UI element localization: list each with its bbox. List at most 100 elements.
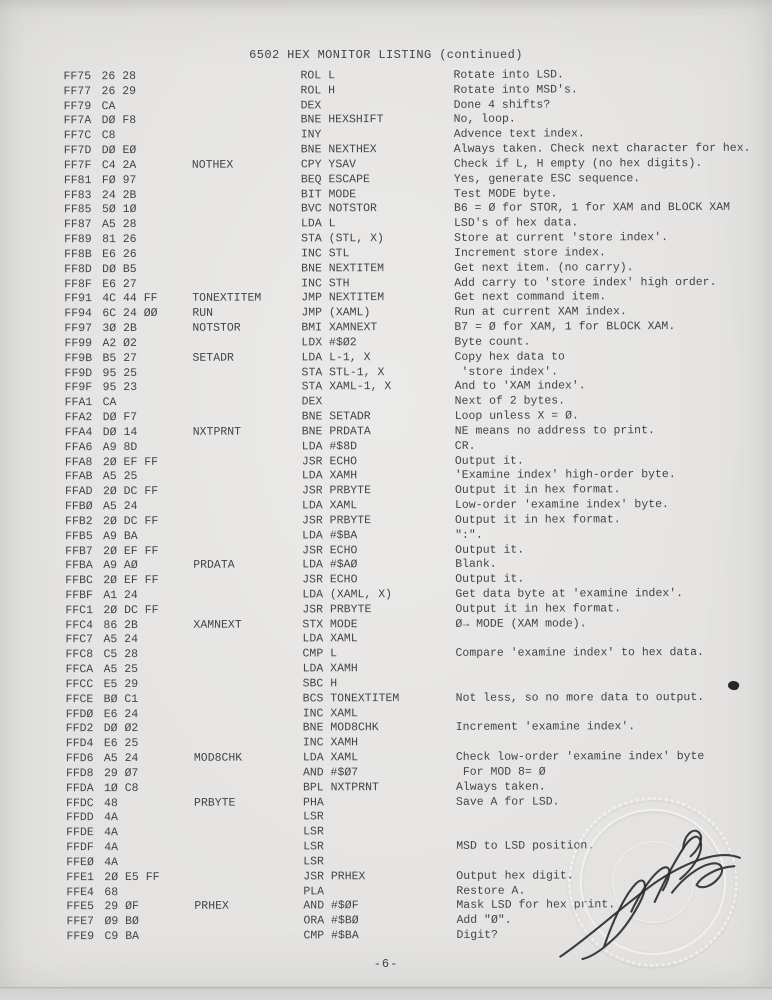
instruction-cell: JSR ECHO (301, 454, 358, 468)
address-cell: FFA6 (64, 440, 93, 454)
address-cell: FFB7 (65, 544, 93, 558)
comment-cell: B7 = Ø for XAM, 1 for BLOCK XAM. (454, 320, 676, 334)
bytes-cell: 26 28 (101, 69, 137, 84)
instruction-cell: LDA (XAML, X) (302, 588, 393, 602)
bytes-cell: 2Ø DC FF (103, 514, 159, 528)
bytes-cell: Ø9 BØ (104, 915, 139, 929)
comment-cell: Get next command item. (454, 290, 607, 305)
instruction-cell: JSR PRBYTE (302, 602, 372, 617)
comment-cell: For MOD 8= Ø (455, 765, 546, 779)
bytes-cell: E6 25 (103, 737, 139, 751)
address-cell: FFA4 (64, 426, 93, 440)
bytes-cell: 4A (104, 855, 119, 869)
address-cell: FFE4 (66, 885, 94, 899)
bytes-cell: A5 25 (102, 470, 138, 484)
instruction-cell: INC STL (301, 247, 350, 261)
address-cell: FFD6 (65, 752, 94, 766)
address-cell: FF9B (64, 351, 93, 365)
bytes-cell: 29 ØF (104, 900, 139, 914)
address-cell: FFDD (66, 811, 94, 825)
page-title: 6502 HEX MONITOR LISTING (continued) (249, 48, 523, 62)
bytes-cell: 4A (104, 826, 118, 840)
instruction-cell: JSR PRBYTE (302, 513, 372, 528)
instruction-cell: DEX (301, 395, 323, 409)
bytes-cell: E6 26 (102, 247, 137, 262)
bytes-cell: BØ C1 (103, 692, 139, 706)
comment-cell: Check low-order 'examine index' byte (455, 750, 705, 764)
address-cell: FF97 (64, 322, 93, 336)
label-cell: PRBYTE (194, 796, 236, 810)
address-cell: FFB2 (65, 514, 93, 529)
comment-cell: Compare 'examine index' to hex data. (455, 646, 704, 661)
bytes-cell: 2Ø DC FF (103, 603, 159, 617)
instruction-cell: LSR (303, 810, 324, 824)
bytes-cell: CA (102, 396, 117, 410)
instruction-cell: INY (300, 128, 322, 142)
bytes-cell: 81 26 (102, 233, 137, 247)
address-cell: FFE9 (66, 930, 95, 944)
instruction-cell: LDA XAMH (302, 662, 358, 676)
bytes-cell: DØ Ø2 (103, 722, 139, 736)
bytes-cell: A9 8D (102, 440, 138, 454)
bytes-cell: DØ B5 (102, 262, 137, 276)
instruction-cell: LSR (303, 825, 324, 839)
bytes-cell: A5 24 (103, 752, 139, 766)
comment-cell: NE means no address to print. (454, 424, 655, 438)
label-cell: RUN (192, 306, 214, 321)
bytes-cell: DØ F8 (101, 114, 137, 128)
bytes-cell: 2Ø DC FF (102, 485, 159, 499)
bytes-cell: C5 28 (103, 648, 139, 662)
instruction-cell: STX MODE (302, 617, 358, 632)
address-cell: FF79 (63, 99, 92, 113)
comment-cell: Output it in hex format. (455, 602, 622, 616)
instruction-cell: BPL NXTPRNT (302, 780, 379, 795)
address-cell: FFC1 (65, 603, 93, 618)
label-cell: XAMNEXT (193, 618, 242, 632)
address-cell: FF94 (64, 307, 92, 321)
instruction-cell: BNE MOD8CHK (302, 721, 379, 735)
address-cell: FFAB (64, 470, 93, 484)
label-cell: NOTHEX (191, 158, 234, 172)
address-cell: FFCA (65, 663, 94, 677)
address-cell: FFA8 (64, 455, 93, 469)
address-cell: FF91 (64, 292, 92, 306)
bytes-cell: 5Ø 1Ø (101, 203, 137, 217)
bytes-cell: 1Ø C8 (103, 781, 139, 795)
instruction-cell: LDA XAMH (301, 469, 358, 483)
bytes-cell: 48 (104, 796, 118, 810)
comment-cell: Check if L, H empty (no hex digits). (453, 156, 703, 171)
comment-cell: Get next item. (no carry). (454, 261, 634, 275)
instruction-cell: LSR (303, 840, 324, 854)
comment-cell: Always taken. (455, 780, 546, 794)
instruction-cell: BNE HEXSHIFT (300, 113, 384, 127)
label-cell: PRHEX (194, 900, 229, 914)
comment-cell: Restore A. (456, 884, 526, 898)
instruction-cell: LDA XAML (301, 499, 358, 513)
instruction-cell: LDA #$BA (302, 528, 358, 543)
address-cell: FF9D (64, 366, 93, 380)
address-cell: FF83 (63, 188, 92, 202)
address-cell: FF85 (63, 203, 92, 217)
address-cell: FFD2 (65, 722, 94, 736)
comment-cell: B6 = Ø for STOR, 1 for XAM and BLOCK XAM (453, 201, 731, 216)
instruction-cell: BEQ ESCAPE (300, 172, 370, 187)
handwritten-signature (545, 815, 759, 969)
label-cell: NOTSTOR (192, 321, 241, 335)
bytes-cell: 29 Ø7 (103, 766, 139, 781)
photo-bottom-edge (0, 987, 772, 1000)
comment-cell: CR. (454, 439, 476, 453)
bytes-cell: A2 Ø2 (102, 336, 137, 350)
instruction-cell: INC XAMH (302, 736, 359, 750)
instruction-cell: JMP NEXTITEM (301, 291, 385, 305)
comment-cell: Advence text index. (453, 127, 585, 142)
bytes-cell: A9 AØ (103, 559, 138, 573)
instruction-cell: AND #$ØF (303, 899, 359, 913)
instruction-cell: INC STH (301, 276, 350, 290)
address-cell: FF7D (63, 144, 92, 158)
comment-cell: Save A for LSD. (456, 795, 560, 809)
listing-rows: FF75 26 28 ROL L Rotate into LSD. FF77 26 29 R… (63, 68, 766, 945)
signature-strokes (559, 829, 741, 961)
comment-cell: Run at current XAM index. (454, 305, 627, 320)
address-cell: FF81 (63, 173, 92, 188)
